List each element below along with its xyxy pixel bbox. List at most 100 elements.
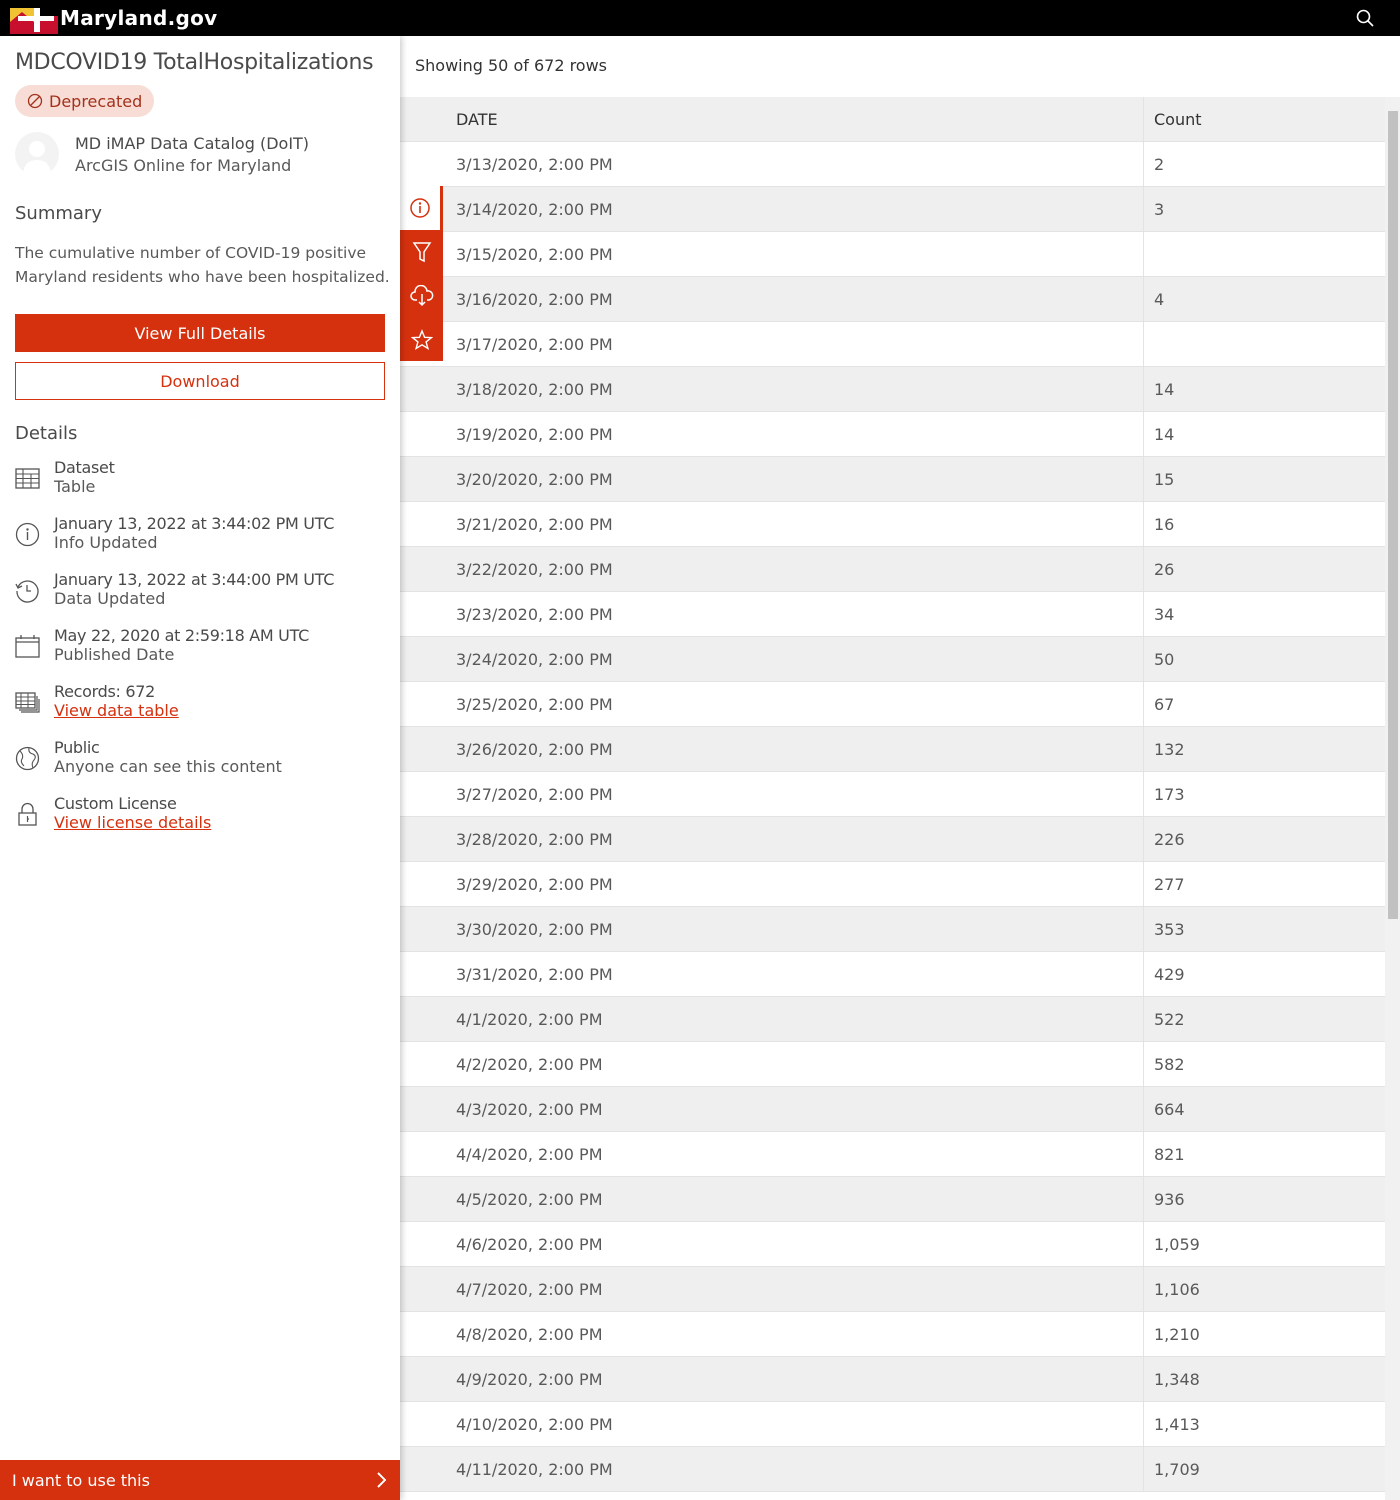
date-cell: 4/7/2020, 2:00 PM	[400, 1267, 1144, 1311]
filter-action[interactable]	[400, 230, 443, 274]
chevron-right-icon	[377, 1472, 386, 1488]
column-header-count[interactable]: Count	[1154, 109, 1202, 129]
table-scrollbar[interactable]	[1385, 97, 1400, 1500]
deprecated-icon	[27, 93, 43, 109]
table-row[interactable]: 3/16/2020, 2:00 PM 4	[400, 277, 1385, 322]
detail-item: Public Anyone can see this content	[15, 738, 390, 794]
maryland-flag-icon	[10, 8, 58, 34]
table-row[interactable]: 3/17/2020, 2:00 PM	[400, 322, 1385, 367]
count-cell: 34	[1154, 604, 1175, 624]
info-icon	[410, 198, 430, 218]
table-row[interactable]: 3/29/2020, 2:00 PM 277	[400, 862, 1385, 907]
date-cell: 3/19/2020, 2:00 PM	[400, 412, 1144, 456]
view-full-details-button[interactable]: View Full Details	[15, 314, 385, 352]
count-cell: 1,709	[1154, 1459, 1200, 1479]
summary-text: The cumulative number of COVID-19 positi…	[15, 244, 390, 286]
table-row[interactable]: 3/24/2020, 2:00 PM 50	[400, 637, 1385, 682]
table-row[interactable]: 4/9/2020, 2:00 PM 1,348	[400, 1357, 1385, 1402]
maryland-logo[interactable]: Maryland.gov	[10, 2, 218, 34]
table-row[interactable]: 3/27/2020, 2:00 PM 173	[400, 772, 1385, 817]
table-row[interactable]: 4/6/2020, 2:00 PM 1,059	[400, 1222, 1385, 1267]
count-cell: 821	[1154, 1144, 1185, 1164]
i-want-to-use-this-button[interactable]: I want to use this	[0, 1460, 400, 1500]
count-cell: 664	[1154, 1099, 1185, 1119]
detail-link[interactable]: View data table	[54, 701, 179, 720]
column-header-date[interactable]: DATE	[400, 97, 1144, 141]
detail-value: January 13, 2022 at 3:44:00 PM UTC	[54, 570, 335, 589]
count-cell: 582	[1154, 1054, 1185, 1074]
table-row[interactable]: 3/22/2020, 2:00 PM 26	[400, 547, 1385, 592]
count-cell	[1144, 322, 1385, 366]
date-cell: 3/14/2020, 2:00 PM	[400, 187, 1144, 231]
table-row[interactable]: 4/10/2020, 2:00 PM 1,413	[400, 1402, 1385, 1447]
count-cell: 14	[1154, 424, 1175, 444]
favorite-action[interactable]	[400, 318, 443, 362]
globe-icon	[15, 746, 40, 771]
table-row[interactable]: 3/26/2020, 2:00 PM 132	[400, 727, 1385, 772]
date-cell: 4/9/2020, 2:00 PM	[400, 1357, 1144, 1401]
table-row[interactable]: 3/15/2020, 2:00 PM	[400, 232, 1385, 277]
date-cell: 3/25/2020, 2:00 PM	[400, 682, 1144, 726]
table-row[interactable]: 4/1/2020, 2:00 PM 522	[400, 997, 1385, 1042]
date-cell: 3/21/2020, 2:00 PM	[400, 502, 1144, 546]
detail-label: Info Updated	[54, 533, 158, 552]
detail-item: Dataset Table	[15, 458, 390, 514]
filter-icon	[412, 242, 431, 263]
count-cell: 3	[1154, 199, 1165, 219]
table-row[interactable]: 4/2/2020, 2:00 PM 582	[400, 1042, 1385, 1087]
detail-label: Table	[54, 477, 96, 496]
date-cell: 3/22/2020, 2:00 PM	[400, 547, 1144, 591]
date-cell: 4/2/2020, 2:00 PM	[400, 1042, 1144, 1086]
count-cell: 226	[1154, 829, 1185, 849]
date-cell: 4/4/2020, 2:00 PM	[400, 1132, 1144, 1176]
table-row[interactable]: 4/5/2020, 2:00 PM 936	[400, 1177, 1385, 1222]
table-row[interactable]: 3/13/2020, 2:00 PM 2	[400, 142, 1385, 187]
download-action[interactable]	[400, 274, 443, 318]
status-badge: Deprecated	[15, 85, 155, 117]
date-cell: 4/6/2020, 2:00 PM	[400, 1222, 1144, 1266]
count-cell: 14	[1154, 379, 1175, 399]
search-icon[interactable]	[1356, 9, 1374, 27]
table-row[interactable]: 4/7/2020, 2:00 PM 1,106	[400, 1267, 1385, 1312]
date-cell: 3/23/2020, 2:00 PM	[400, 592, 1144, 636]
count-cell: 50	[1154, 649, 1175, 669]
download-button[interactable]: Download	[15, 362, 385, 400]
table-row[interactable]: 3/31/2020, 2:00 PM 429	[400, 952, 1385, 997]
table-row[interactable]: 3/28/2020, 2:00 PM 226	[400, 817, 1385, 862]
detail-item: January 13, 2022 at 3:44:02 PM UTC Info U…	[15, 514, 390, 570]
scrollbar-thumb[interactable]	[1388, 111, 1398, 919]
date-cell: 4/5/2020, 2:00 PM	[400, 1177, 1144, 1221]
info-action[interactable]	[400, 186, 440, 230]
table-row[interactable]: 4/3/2020, 2:00 PM 664	[400, 1087, 1385, 1132]
count-cell: 16	[1154, 514, 1175, 534]
date-cell: 3/20/2020, 2:00 PM	[400, 457, 1144, 501]
detail-label: Published Date	[54, 645, 175, 664]
detail-label: Anyone can see this content	[54, 757, 282, 776]
count-cell: 15	[1154, 469, 1175, 489]
count-cell: 1,413	[1154, 1414, 1200, 1434]
table-icon	[15, 468, 40, 489]
detail-link[interactable]: View license details	[54, 813, 212, 832]
info-sidebar: MDCOVID19 TotalHospitalizations Deprecat…	[0, 36, 400, 1500]
table-row[interactable]: 3/20/2020, 2:00 PM 15	[400, 457, 1385, 502]
table-row[interactable]: 4/11/2020, 2:00 PM 1,709	[400, 1447, 1385, 1492]
table-row[interactable]: 3/21/2020, 2:00 PM 16	[400, 502, 1385, 547]
detail-value: Custom License	[54, 794, 177, 813]
table-row[interactable]: 3/25/2020, 2:00 PM 67	[400, 682, 1385, 727]
count-cell: 67	[1154, 694, 1175, 714]
owner-name[interactable]: MD iMAP Data Catalog (DoIT)	[75, 133, 310, 153]
table-row[interactable]: 4/4/2020, 2:00 PM 821	[400, 1132, 1385, 1177]
table-row[interactable]: 3/18/2020, 2:00 PM 14	[400, 367, 1385, 412]
table-row[interactable]: 3/14/2020, 2:00 PM 3	[400, 187, 1385, 232]
details-heading: Details	[15, 423, 78, 444]
table-row[interactable]: 3/19/2020, 2:00 PM 14	[400, 412, 1385, 457]
date-cell: 3/30/2020, 2:00 PM	[400, 907, 1144, 951]
badge-label: Deprecated	[49, 91, 143, 111]
table-row[interactable]: 3/30/2020, 2:00 PM 353	[400, 907, 1385, 952]
table-row[interactable]: 4/8/2020, 2:00 PM 1,210	[400, 1312, 1385, 1357]
date-cell: 4/10/2020, 2:00 PM	[400, 1402, 1144, 1446]
date-cell: 3/13/2020, 2:00 PM	[400, 142, 1144, 186]
detail-label: Data Updated	[54, 589, 166, 608]
table-row[interactable]: 3/23/2020, 2:00 PM 34	[400, 592, 1385, 637]
details-list: Dataset Table January 13, 2022 at 3:44:02 …	[15, 458, 390, 850]
